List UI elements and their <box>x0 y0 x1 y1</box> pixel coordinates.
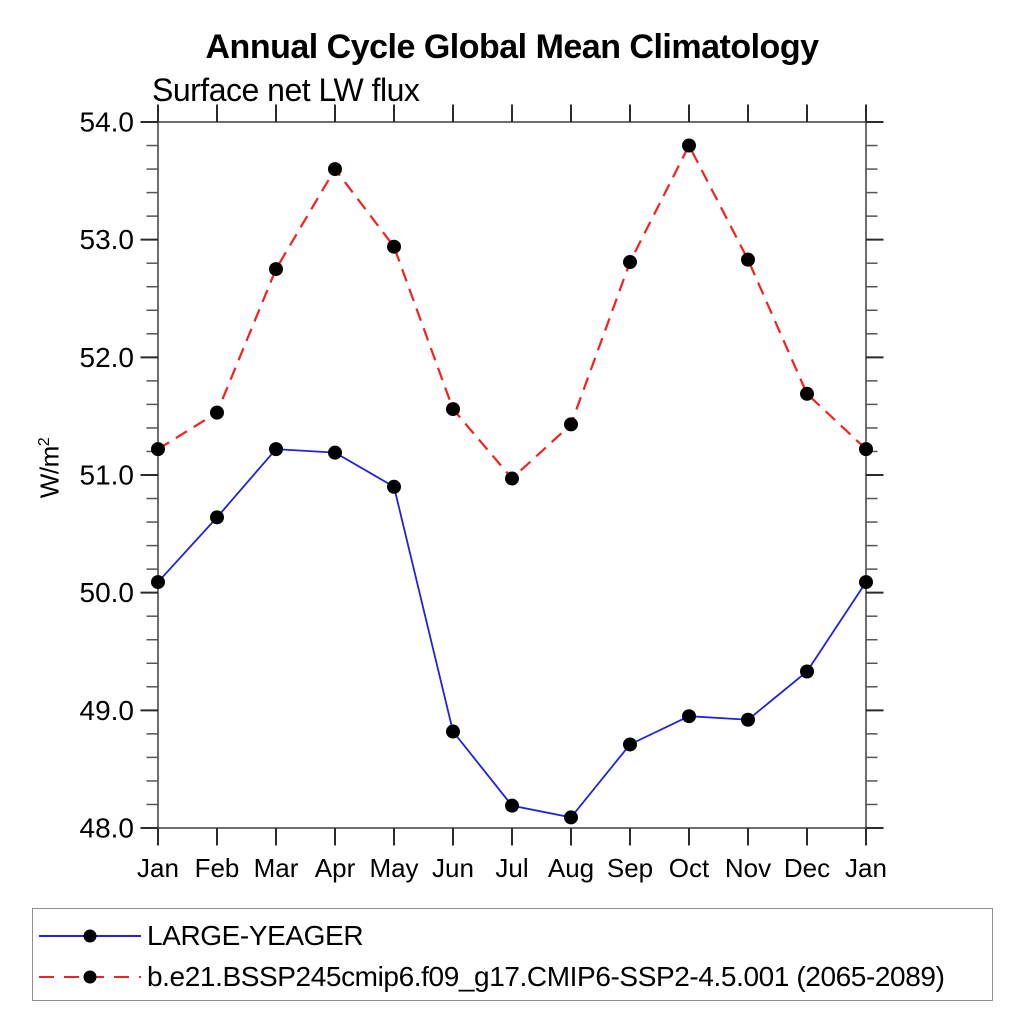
y-tick-label: 53.0 <box>80 224 135 255</box>
data-point-marker <box>623 255 637 270</box>
data-point-marker <box>210 405 224 420</box>
data-point-marker <box>446 402 460 417</box>
y-tick-label: 52.0 <box>80 342 135 373</box>
data-point-marker <box>269 442 283 457</box>
y-axis-label: W/m2 <box>35 438 66 498</box>
series-group <box>151 138 873 825</box>
x-tick-label: May <box>369 853 418 883</box>
data-point-marker <box>564 810 578 825</box>
legend-swatch-dashed <box>39 970 141 984</box>
y-tick-label: 50.0 <box>80 577 135 608</box>
x-tick-label: Jan <box>137 853 179 883</box>
x-tick-label: Nov <box>725 853 771 883</box>
chart-subtitle: Surface net LW flux <box>152 72 420 108</box>
data-point-marker <box>505 798 519 813</box>
data-point-marker <box>446 724 460 739</box>
x-tick-label: Dec <box>784 853 830 883</box>
data-point-marker <box>328 162 342 177</box>
x-tick-label: Feb <box>195 853 240 883</box>
legend-row-large-yeager: LARGE-YEAGER <box>38 920 364 951</box>
x-tick-label: Jun <box>432 853 474 883</box>
series-line-cmip6 <box>157 143 867 481</box>
x-tick-label: Sep <box>607 853 653 883</box>
data-point-marker <box>151 442 165 457</box>
data-point-marker <box>800 664 814 679</box>
legend-marker-dot <box>83 929 97 943</box>
data-point-marker <box>859 442 873 457</box>
data-point-marker <box>682 138 696 153</box>
data-point-marker <box>682 709 696 724</box>
legend-label-cmip6: b.e21.BSSP245cmip6.f09_g17.CMIP6-SSP2-4.… <box>147 961 945 992</box>
y-tick-label: 49.0 <box>80 695 135 726</box>
chart-title: Annual Cycle Global Mean Climatology <box>205 28 820 66</box>
x-tick-label: Apr <box>315 853 356 883</box>
data-point-marker <box>210 510 224 525</box>
legend-marker-dot <box>83 970 97 984</box>
x-tick-label: Aug <box>548 853 594 883</box>
data-point-marker <box>328 445 342 460</box>
x-tick-label: Jan <box>845 853 887 883</box>
data-point-marker <box>269 262 283 277</box>
data-point-marker <box>387 239 401 254</box>
legend-box: LARGE-YEAGER b.e21.BSSP245cmip6.f09_g17.… <box>32 908 993 1001</box>
data-point-marker <box>741 252 755 267</box>
legend-row-cmip6: b.e21.BSSP245cmip6.f09_g17.CMIP6-SSP2-4.… <box>38 961 945 992</box>
data-point-marker <box>151 575 165 590</box>
legend-label-large-yeager: LARGE-YEAGER <box>147 920 364 951</box>
series-line-large-yeager <box>157 448 867 819</box>
data-point-marker <box>564 417 578 432</box>
data-point-marker <box>623 737 637 752</box>
y-axis-label-exponent: 2 <box>34 437 53 447</box>
data-point-marker <box>859 575 873 590</box>
y-tick-label: 54.0 <box>80 107 135 138</box>
axes-group: Jan Feb Mar Apr May Jun Jul Aug Sep Oct Nov Dec Jan4… <box>80 104 887 883</box>
y-axis-label-text: W/m <box>34 446 65 499</box>
y-tick-label: 51.0 <box>80 460 135 491</box>
x-tick-label: Oct <box>669 853 710 883</box>
x-tick-label: Mar <box>254 853 299 883</box>
data-point-marker <box>800 386 814 401</box>
y-tick-label: 48.0 <box>80 813 135 844</box>
data-point-marker <box>741 712 755 727</box>
legend-swatch-solid <box>39 929 141 943</box>
data-point-marker <box>505 471 519 486</box>
x-tick-label: Jul <box>495 853 528 883</box>
data-point-marker <box>387 479 401 494</box>
